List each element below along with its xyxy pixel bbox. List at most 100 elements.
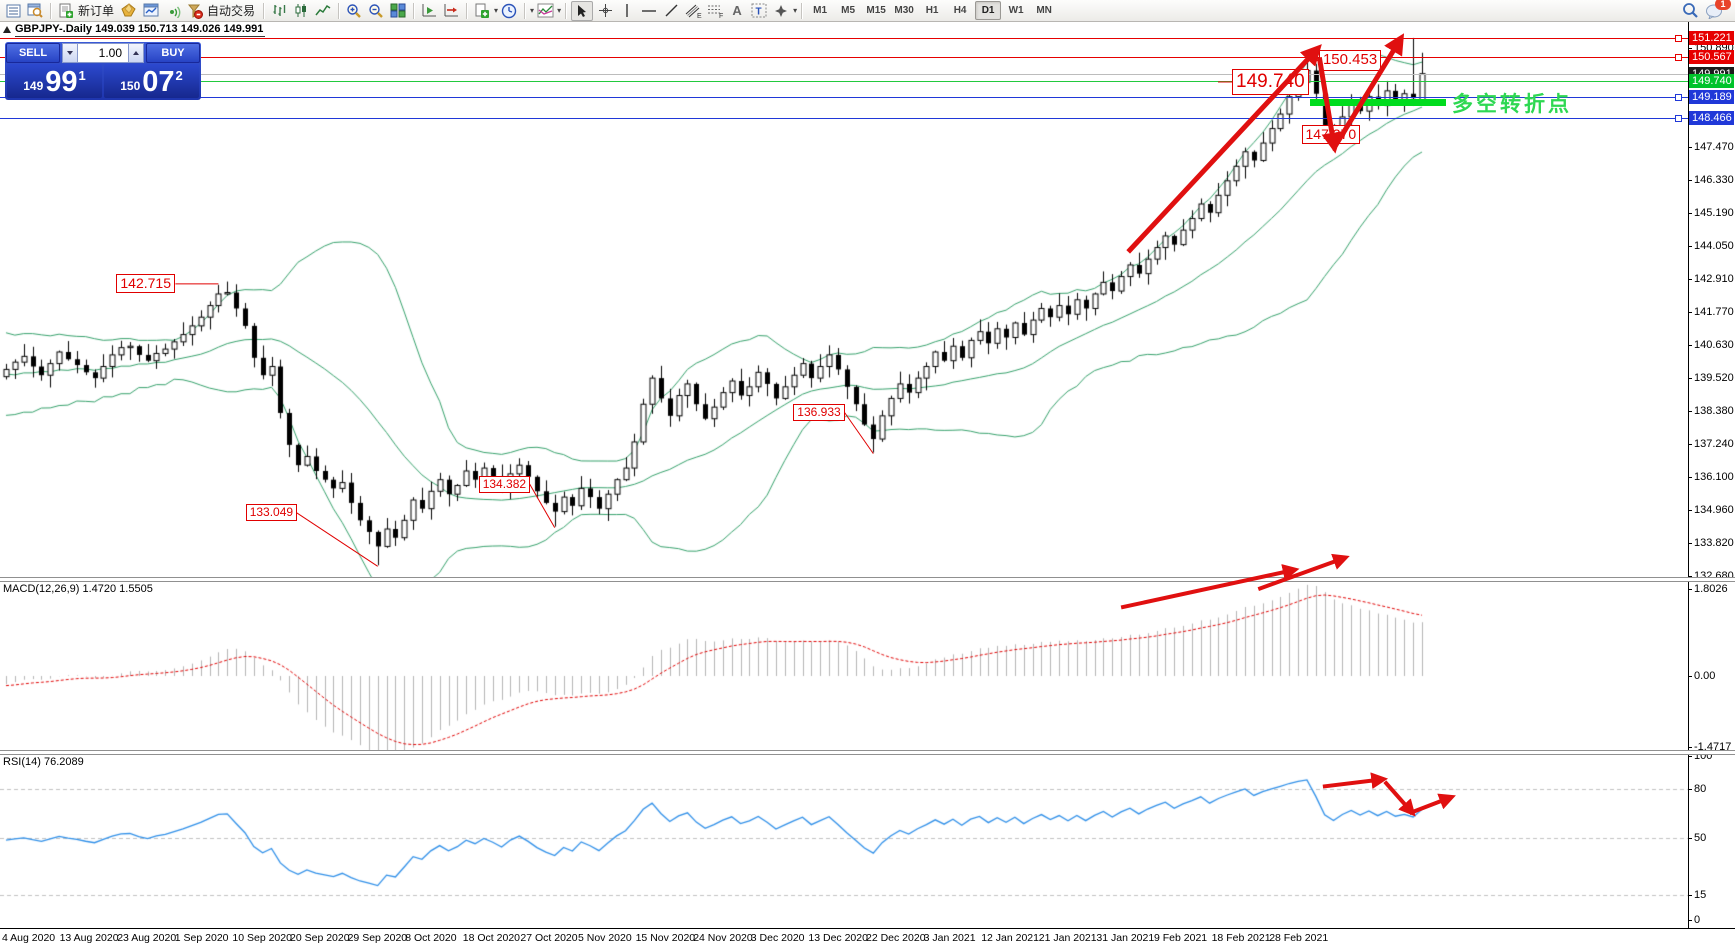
tab-m30[interactable]: M30 (894, 5, 914, 16)
axis-tick-mark (1688, 213, 1692, 214)
axis-tick-mark (1688, 444, 1692, 445)
autotrading-button[interactable]: 自动交易 (207, 4, 256, 18)
price-line-149.74[interactable] (0, 81, 1688, 82)
line-chart-icon[interactable] (313, 2, 333, 20)
fibonacci-icon[interactable]: F (705, 2, 725, 20)
market-watch-icon[interactable] (3, 2, 23, 20)
price-label-150.453[interactable]: 150.453 (1318, 50, 1382, 72)
tab-m15[interactable]: M15 (866, 5, 886, 16)
panel-separator[interactable] (0, 577, 1735, 582)
panel-separator[interactable] (0, 750, 1735, 755)
buy-price[interactable]: 150 07 2 (104, 64, 199, 98)
indicators-dropdown-caret[interactable]: ▾ (557, 6, 562, 15)
rsi-panel-canvas[interactable] (0, 754, 1688, 927)
horizontal-line-icon[interactable] (639, 2, 659, 20)
pivot-zone-highlight[interactable] (1310, 99, 1446, 106)
date-label: 18 Feb 2021 (1211, 932, 1271, 944)
zoom-in-icon[interactable] (344, 2, 364, 20)
axis-tick-label: 80 (1694, 783, 1707, 795)
chinese-annotation[interactable]: 多空转折点 (1452, 93, 1572, 116)
svg-text:F: F (719, 13, 723, 19)
date-axis[interactable]: 4 Aug 2020 13 Aug 2020 23 Aug 2020 1 Sep 20… (0, 928, 1735, 946)
macd-panel-canvas[interactable] (0, 581, 1688, 750)
price-label-149.740[interactable]: 149.740 (1232, 68, 1309, 95)
axis-tick-mark (1688, 576, 1692, 577)
equidistant-channel-icon[interactable]: E (683, 2, 703, 20)
new-order-button[interactable]: 新订单 (78, 4, 115, 18)
one-click-trading-panel: SELL 1.00 BUY 149 99 1 150 07 2 (5, 42, 201, 100)
text-icon[interactable]: A (732, 3, 742, 18)
volume-down-button[interactable] (62, 43, 78, 63)
date-label: 9 Feb 2021 (1154, 932, 1208, 944)
search-icon[interactable] (1680, 2, 1700, 20)
bar-chart-icon[interactable] (269, 2, 289, 20)
axis-tick-mark (1688, 895, 1692, 896)
candlestick-chart-icon[interactable] (291, 2, 311, 20)
axis-tick-mark (1688, 279, 1692, 280)
autoscroll-icon[interactable] (419, 2, 439, 20)
crosshair-icon[interactable] (595, 2, 615, 20)
vertical-line-icon[interactable] (617, 2, 637, 20)
tab-m5[interactable]: M5 (841, 5, 856, 16)
data-window-icon[interactable] (25, 2, 45, 20)
sell-button[interactable]: SELL (6, 43, 60, 63)
date-label: 18 Oct 2020 (462, 932, 521, 944)
trendline-icon[interactable] (661, 2, 681, 20)
tab-h4[interactable]: H4 (953, 5, 967, 16)
arrows-tool-icon[interactable] (771, 2, 791, 20)
autotrading-icon[interactable] (185, 2, 205, 20)
axis-tick-mark (1688, 676, 1692, 677)
tile-windows-icon[interactable] (388, 2, 408, 20)
axis-tick-label: 140.630 (1694, 339, 1734, 351)
price-line-148.466[interactable] (0, 115, 1688, 122)
clock-icon[interactable] (499, 2, 519, 20)
date-label: 21 Jan 2021 (1038, 932, 1097, 944)
new-order-icon[interactable] (56, 2, 76, 20)
chart-expand-icon[interactable] (3, 26, 11, 33)
date-label: 3 Jan 2021 (923, 932, 976, 944)
tab-mn[interactable]: MN (1036, 5, 1052, 16)
buy-price-integer: 150 (120, 79, 141, 93)
price-line-151.221[interactable] (0, 35, 1688, 42)
main-chart-canvas[interactable] (0, 22, 1688, 578)
axis-tick-label: 137.240 (1694, 438, 1734, 450)
volume-up-button[interactable] (128, 43, 144, 63)
tab-h1[interactable]: H1 (925, 5, 939, 16)
new-chart-dropdown-caret[interactable]: ▾ (494, 6, 499, 15)
axis-tick-label: 142.910 (1694, 273, 1734, 285)
axis-tick-mark (1688, 345, 1692, 346)
axis-tick-mark (1688, 477, 1692, 478)
date-label: 27 Oct 2020 (520, 932, 578, 944)
price-line-149.189[interactable] (0, 94, 1688, 101)
tab-m1[interactable]: M1 (813, 5, 828, 16)
buy-button[interactable]: BUY (146, 43, 200, 63)
chart-window[interactable]: GBPJPY-.Daily 149.039 150.713 149.026 14… (0, 22, 1735, 946)
price-line-150.567[interactable] (0, 54, 1688, 61)
text-label-icon[interactable]: T (749, 2, 769, 20)
profiles-dropdown-caret[interactable]: ▾ (530, 6, 535, 15)
volume-input[interactable]: 1.00 (78, 43, 128, 63)
new-chart-dropdown-icon[interactable] (472, 2, 492, 20)
notifications-icon[interactable]: 1 (1702, 0, 1731, 20)
price-line-149.991[interactable] (0, 74, 1688, 75)
price-label-133.049[interactable]: 133.049 (245, 504, 298, 522)
price-label-136.933[interactable]: 136.933 (793, 403, 845, 421)
chart-shift-icon[interactable] (441, 2, 461, 20)
new-chart-icon[interactable] (141, 2, 161, 20)
price-label-142.715[interactable]: 142.715 (116, 273, 175, 294)
price-label-134.382[interactable]: 134.382 (478, 475, 531, 493)
sell-price-point: 1 (78, 68, 86, 83)
date-label: 5 Nov 2020 (578, 932, 632, 944)
indicators-icon[interactable] (535, 2, 555, 20)
metaeditor-icon[interactable] (119, 2, 139, 20)
tab-w1[interactable]: W1 (1008, 5, 1024, 16)
date-label: 8 Oct 2020 (405, 932, 457, 944)
cursor-icon[interactable] (571, 0, 594, 21)
date-label: 24 Nov 2020 (693, 932, 753, 944)
zoom-out-icon[interactable] (366, 2, 386, 20)
signals-icon[interactable] (163, 2, 183, 20)
sell-price[interactable]: 149 99 1 (7, 64, 102, 98)
price-label-147.370[interactable]: 147.370 (1301, 124, 1361, 145)
arrows-dropdown-caret[interactable]: ▾ (793, 6, 798, 15)
tab-d1[interactable]: D1 (975, 1, 1002, 20)
